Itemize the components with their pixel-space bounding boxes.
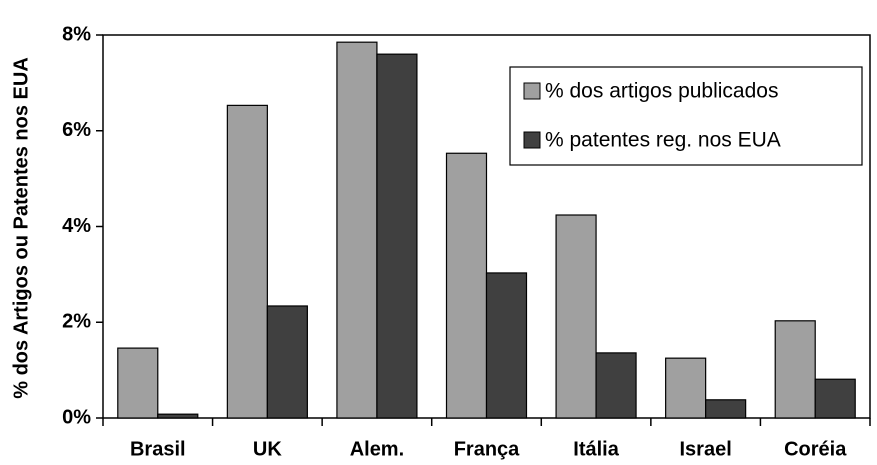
- bar: [336, 41, 378, 419]
- x-tick-label: Israel: [680, 438, 732, 460]
- bar: [117, 347, 159, 419]
- bar: [376, 53, 418, 419]
- x-tick-label: Alem.: [350, 438, 404, 460]
- x-tick-label: Itália: [573, 438, 619, 460]
- bar: [226, 104, 268, 419]
- legend-label: % patentes reg. nos EUA: [545, 129, 781, 152]
- bar: [266, 305, 308, 419]
- x-tick-label: Coréia: [784, 438, 847, 460]
- y-tick-label: 0%: [62, 406, 91, 428]
- bar: [485, 272, 528, 419]
- bar: [595, 352, 637, 419]
- legend-swatch: [523, 131, 541, 149]
- y-axis-label: % dos Artigos ou Patentes nos EUA: [10, 57, 32, 399]
- y-tick-label: 2%: [62, 311, 91, 333]
- y-tick-label: 6%: [62, 119, 91, 141]
- bar: [157, 413, 199, 419]
- bar: [705, 399, 747, 419]
- legend-label: % dos artigos publicados: [545, 80, 778, 103]
- y-tick-label: 8%: [62, 23, 91, 45]
- bar: [814, 378, 856, 419]
- bar: [555, 214, 597, 419]
- legend-box: [509, 66, 863, 166]
- y-tick-label: 4%: [62, 215, 91, 237]
- legend-swatch: [523, 82, 541, 100]
- bar: [445, 152, 488, 419]
- bar: [774, 320, 816, 419]
- x-tick-label: UK: [253, 438, 282, 460]
- x-tick-label: Brasil: [130, 438, 186, 460]
- bar: [665, 357, 707, 419]
- x-tick-label: França: [454, 438, 520, 460]
